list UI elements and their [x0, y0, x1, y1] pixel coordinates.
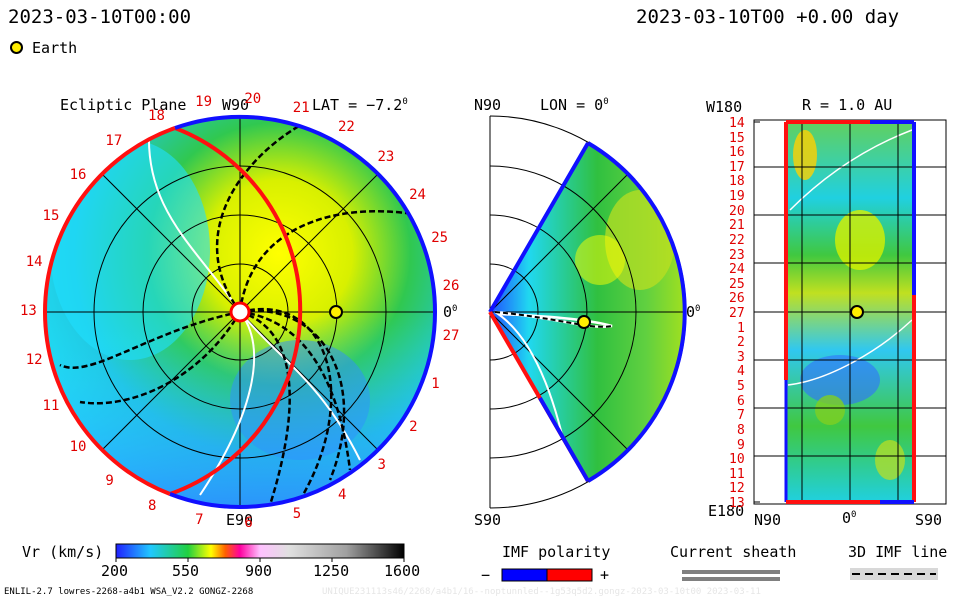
- map-bottom-left-label: E180: [708, 502, 745, 520]
- map-radius-label: R = 1.0 AU: [802, 96, 893, 114]
- carrington-day-label: 7: [195, 511, 204, 528]
- carrington-day-label: 19: [195, 94, 213, 111]
- map-row-label: 7: [737, 408, 745, 424]
- carrington-day-label: 4: [338, 486, 347, 503]
- earth-marker: [329, 305, 343, 319]
- map-row-label: 21: [729, 218, 745, 234]
- colorbar-tick-1250: 1250: [313, 562, 350, 580]
- meridional-lon-label: LON = 00: [540, 96, 609, 114]
- carrington-day-label: 15: [42, 207, 60, 224]
- meridional-south-label: S90: [474, 511, 502, 529]
- current-sheath-label: Current sheath: [670, 543, 797, 561]
- map-row-label: 24: [729, 262, 745, 278]
- sun-marker: [229, 301, 251, 323]
- carrington-day-label: 23: [377, 148, 395, 165]
- colorbar-tick-1600: 1600: [384, 562, 421, 580]
- map-row-label: 16: [729, 145, 745, 161]
- carrington-day-label: 26: [442, 278, 460, 295]
- map-top-left-label: W180: [706, 98, 743, 116]
- map-row-label: 20: [729, 203, 745, 219]
- map-row-label: 15: [729, 130, 745, 146]
- carrington-day-label: 2: [409, 419, 418, 436]
- ecliptic-lat-label: LAT = −7.20: [312, 96, 408, 114]
- map-x-left-label: N90: [754, 511, 782, 529]
- carrington-day-label: 13: [20, 303, 37, 319]
- map-row-label: 5: [737, 379, 745, 395]
- map-row-label: 26: [729, 291, 745, 307]
- carrington-day-label: 9: [105, 473, 114, 490]
- start-timestamp: 2023-03-10T00:00: [8, 6, 192, 28]
- imf-polarity-label: IMF polarity: [502, 543, 611, 561]
- map-row-label: 6: [737, 393, 745, 409]
- imf-polarity-positive-swatch: [546, 568, 593, 582]
- carrington-day-label: 3: [377, 457, 386, 474]
- map-row-label: 14: [729, 116, 745, 131]
- ecliptic-bottom-direction: E90: [226, 511, 254, 529]
- map-row-label: 8: [737, 422, 745, 438]
- colorbar-tick-200: 200: [101, 562, 129, 580]
- carrington-day-label: 17: [105, 132, 123, 149]
- carrington-day-label: 18: [148, 108, 165, 125]
- map-row-label: 17: [729, 159, 745, 175]
- colorbar-tick-550: 550: [172, 562, 200, 580]
- imf-polarity-negative-swatch: [501, 568, 548, 582]
- map-row-label: 9: [737, 437, 745, 453]
- current-sheath-swatch: [682, 570, 780, 574]
- map-row-label: 10: [729, 452, 745, 468]
- map-row-label: 13: [729, 496, 745, 511]
- imf-line-label: 3D IMF line: [848, 543, 948, 561]
- map-row-label: 2: [737, 335, 745, 351]
- ecliptic-plane-plot: [42, 114, 438, 509]
- map-row-label: 25: [729, 276, 745, 292]
- meridional-north-label: N90: [474, 96, 502, 114]
- map-row-label: 12: [729, 481, 745, 497]
- earth-legend: Earth: [10, 39, 77, 57]
- map-x-right-label: S90: [915, 511, 943, 529]
- carrington-day-label: 12: [25, 351, 43, 368]
- elapsed-timestamp: 2023-03-10T00 +0.00 day: [636, 6, 900, 28]
- map-row-label: 1: [737, 320, 745, 336]
- map-x-center-label: 00: [842, 509, 857, 527]
- model-info-footer: ENLIL-2.7 lowres-2268-a4b1 WSA_V2.2 GONG…: [4, 587, 254, 597]
- earth-legend-label: Earth: [32, 39, 78, 57]
- run-id-footer: UNIQUE231113s46/2268/a4b1/16--noptunnled…: [322, 587, 761, 597]
- map-row-label: 11: [729, 466, 745, 482]
- colorbar-label: Vr (km/s): [22, 543, 104, 561]
- carrington-day-label: 24: [409, 186, 426, 203]
- carrington-day-label: 20: [244, 91, 262, 108]
- carrington-day-label: 21: [292, 99, 310, 116]
- map-row-label: 3: [737, 349, 745, 365]
- carrington-day-label: 10: [69, 439, 87, 456]
- carrington-day-label: 25: [431, 230, 449, 247]
- colorbar-tick-900: 900: [245, 562, 273, 580]
- ecliptic-title: Ecliptic Plane: [60, 96, 187, 114]
- ecliptic-right-angle: 00: [443, 303, 458, 321]
- carrington-day-label: 1: [431, 375, 440, 392]
- imf-polarity-minus: −: [481, 566, 491, 584]
- carrington-day-label: 16: [69, 166, 87, 183]
- map-row-label: 23: [729, 247, 745, 263]
- carrington-day-label: 27: [442, 327, 460, 344]
- earth-marker-meridional: [577, 315, 591, 329]
- carrington-day-label: 22: [338, 119, 355, 136]
- map-row-label: 22: [729, 232, 745, 248]
- map-row-label: 4: [737, 364, 745, 380]
- imf-polarity-plus: +: [600, 566, 610, 584]
- synoptic-map-plot: [753, 119, 947, 505]
- meridional-right-angle: 00: [686, 303, 701, 321]
- carrington-day-label: 8: [148, 497, 157, 514]
- carrington-day-label: 11: [42, 398, 60, 415]
- carrington-day-label: 6: [244, 514, 253, 531]
- map-row-label: 18: [729, 174, 745, 190]
- earth-legend-icon: [10, 41, 23, 54]
- map-row-label: 19: [729, 189, 745, 205]
- carrington-day-label: 5: [292, 506, 302, 523]
- velocity-colorbar: [115, 543, 405, 559]
- ecliptic-top-direction: W90: [222, 96, 250, 114]
- map-row-label: 27: [729, 306, 745, 321]
- carrington-day-label: 14: [25, 254, 43, 271]
- meridional-plot: [488, 115, 687, 509]
- earth-marker-map: [850, 305, 864, 319]
